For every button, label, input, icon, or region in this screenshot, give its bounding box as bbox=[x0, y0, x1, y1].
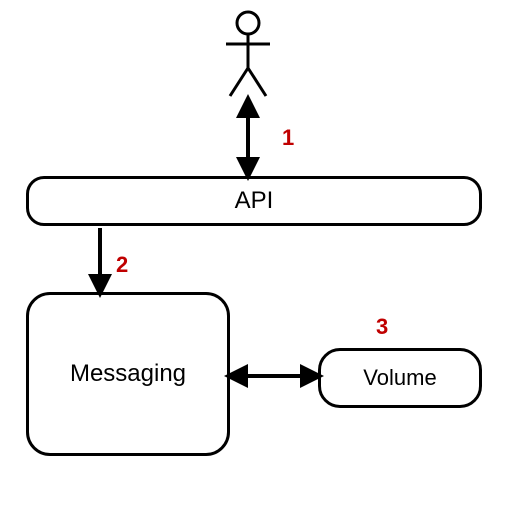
edge-label-3: 3 bbox=[376, 314, 388, 340]
edge-label-3-text: 3 bbox=[376, 314, 388, 339]
edge-messaging-volume bbox=[0, 0, 506, 515]
architecture-diagram: API Messaging Volume 1 2 bbox=[0, 0, 506, 515]
